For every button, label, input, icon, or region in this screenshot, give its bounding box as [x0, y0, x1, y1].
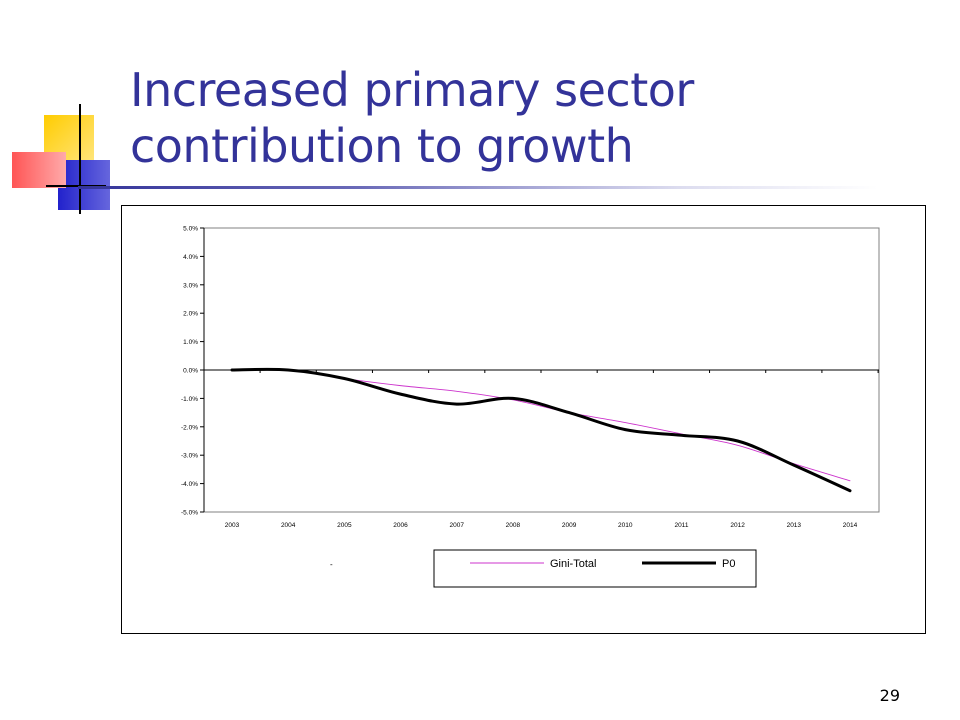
x-tick-label: 2003: [225, 522, 240, 529]
legend-label-gini-total: Gini-Total: [550, 558, 596, 570]
x-tick-label: 2007: [449, 522, 464, 529]
x-tick-label: 2004: [281, 522, 296, 529]
legend-label-p0: P0: [722, 558, 735, 570]
x-tick-label: 2012: [730, 522, 745, 529]
slide-title-line-2: contribution to growth: [130, 119, 634, 173]
x-tick-label: 2013: [787, 522, 802, 529]
x-tick-label: 2010: [618, 522, 633, 529]
legend: - Gini-Total P0: [330, 549, 757, 588]
x-tick-label: 2006: [393, 522, 408, 529]
y-tick-label: -3.0%: [181, 453, 198, 460]
slide-title: Increased primary sector contribution to…: [130, 62, 930, 174]
line-chart: 5.0% 4.0% 3.0% 2.0% 1.0% 0.0% -1.0% -2.0% -3.0% -…: [181, 226, 880, 588]
y-tick-label: -5.0%: [181, 510, 198, 517]
title-underline: [78, 186, 878, 189]
vertical-line: [79, 104, 81, 214]
y-tick-label: -2.0%: [181, 424, 198, 431]
y-tick-label: 5.0%: [183, 226, 198, 233]
y-tick-label: -4.0%: [181, 481, 198, 488]
slide-title-line-1: Increased primary sector: [130, 63, 694, 117]
y-tick-label: 3.0%: [183, 282, 198, 289]
x-tick-label: 2009: [562, 522, 577, 529]
x-tick-label: 2005: [337, 522, 352, 529]
x-tick-label: 2014: [843, 522, 858, 529]
x-tick-label: 2011: [674, 522, 688, 529]
legend-marker: -: [330, 560, 333, 569]
legend-box: [433, 549, 757, 588]
slide-number: 29: [879, 686, 900, 705]
horizontal-line: [46, 185, 106, 187]
series-line-p0: [230, 367, 852, 493]
x-axis: 2003 2004 2005 2006 2007 2008 2009 2010 2011 2012…: [204, 369, 879, 529]
series-layer: [230, 367, 852, 493]
y-tick-label: 4.0%: [183, 254, 198, 261]
y-axis: 5.0% 4.0% 3.0% 2.0% 1.0% 0.0% -1.0% -2.0% -3.0% -…: [181, 226, 205, 517]
red-square: [12, 152, 66, 188]
y-tick-label: 2.0%: [183, 311, 198, 318]
y-tick-label: 0.0%: [183, 368, 198, 375]
y-tick-label: -1.0%: [181, 396, 198, 403]
y-tick-label: 1.0%: [183, 339, 198, 346]
x-tick-label: 2008: [506, 522, 521, 529]
chart-frame: 5.0% 4.0% 3.0% 2.0% 1.0% 0.0% -1.0% -2.0% -3.0% -…: [121, 205, 926, 634]
